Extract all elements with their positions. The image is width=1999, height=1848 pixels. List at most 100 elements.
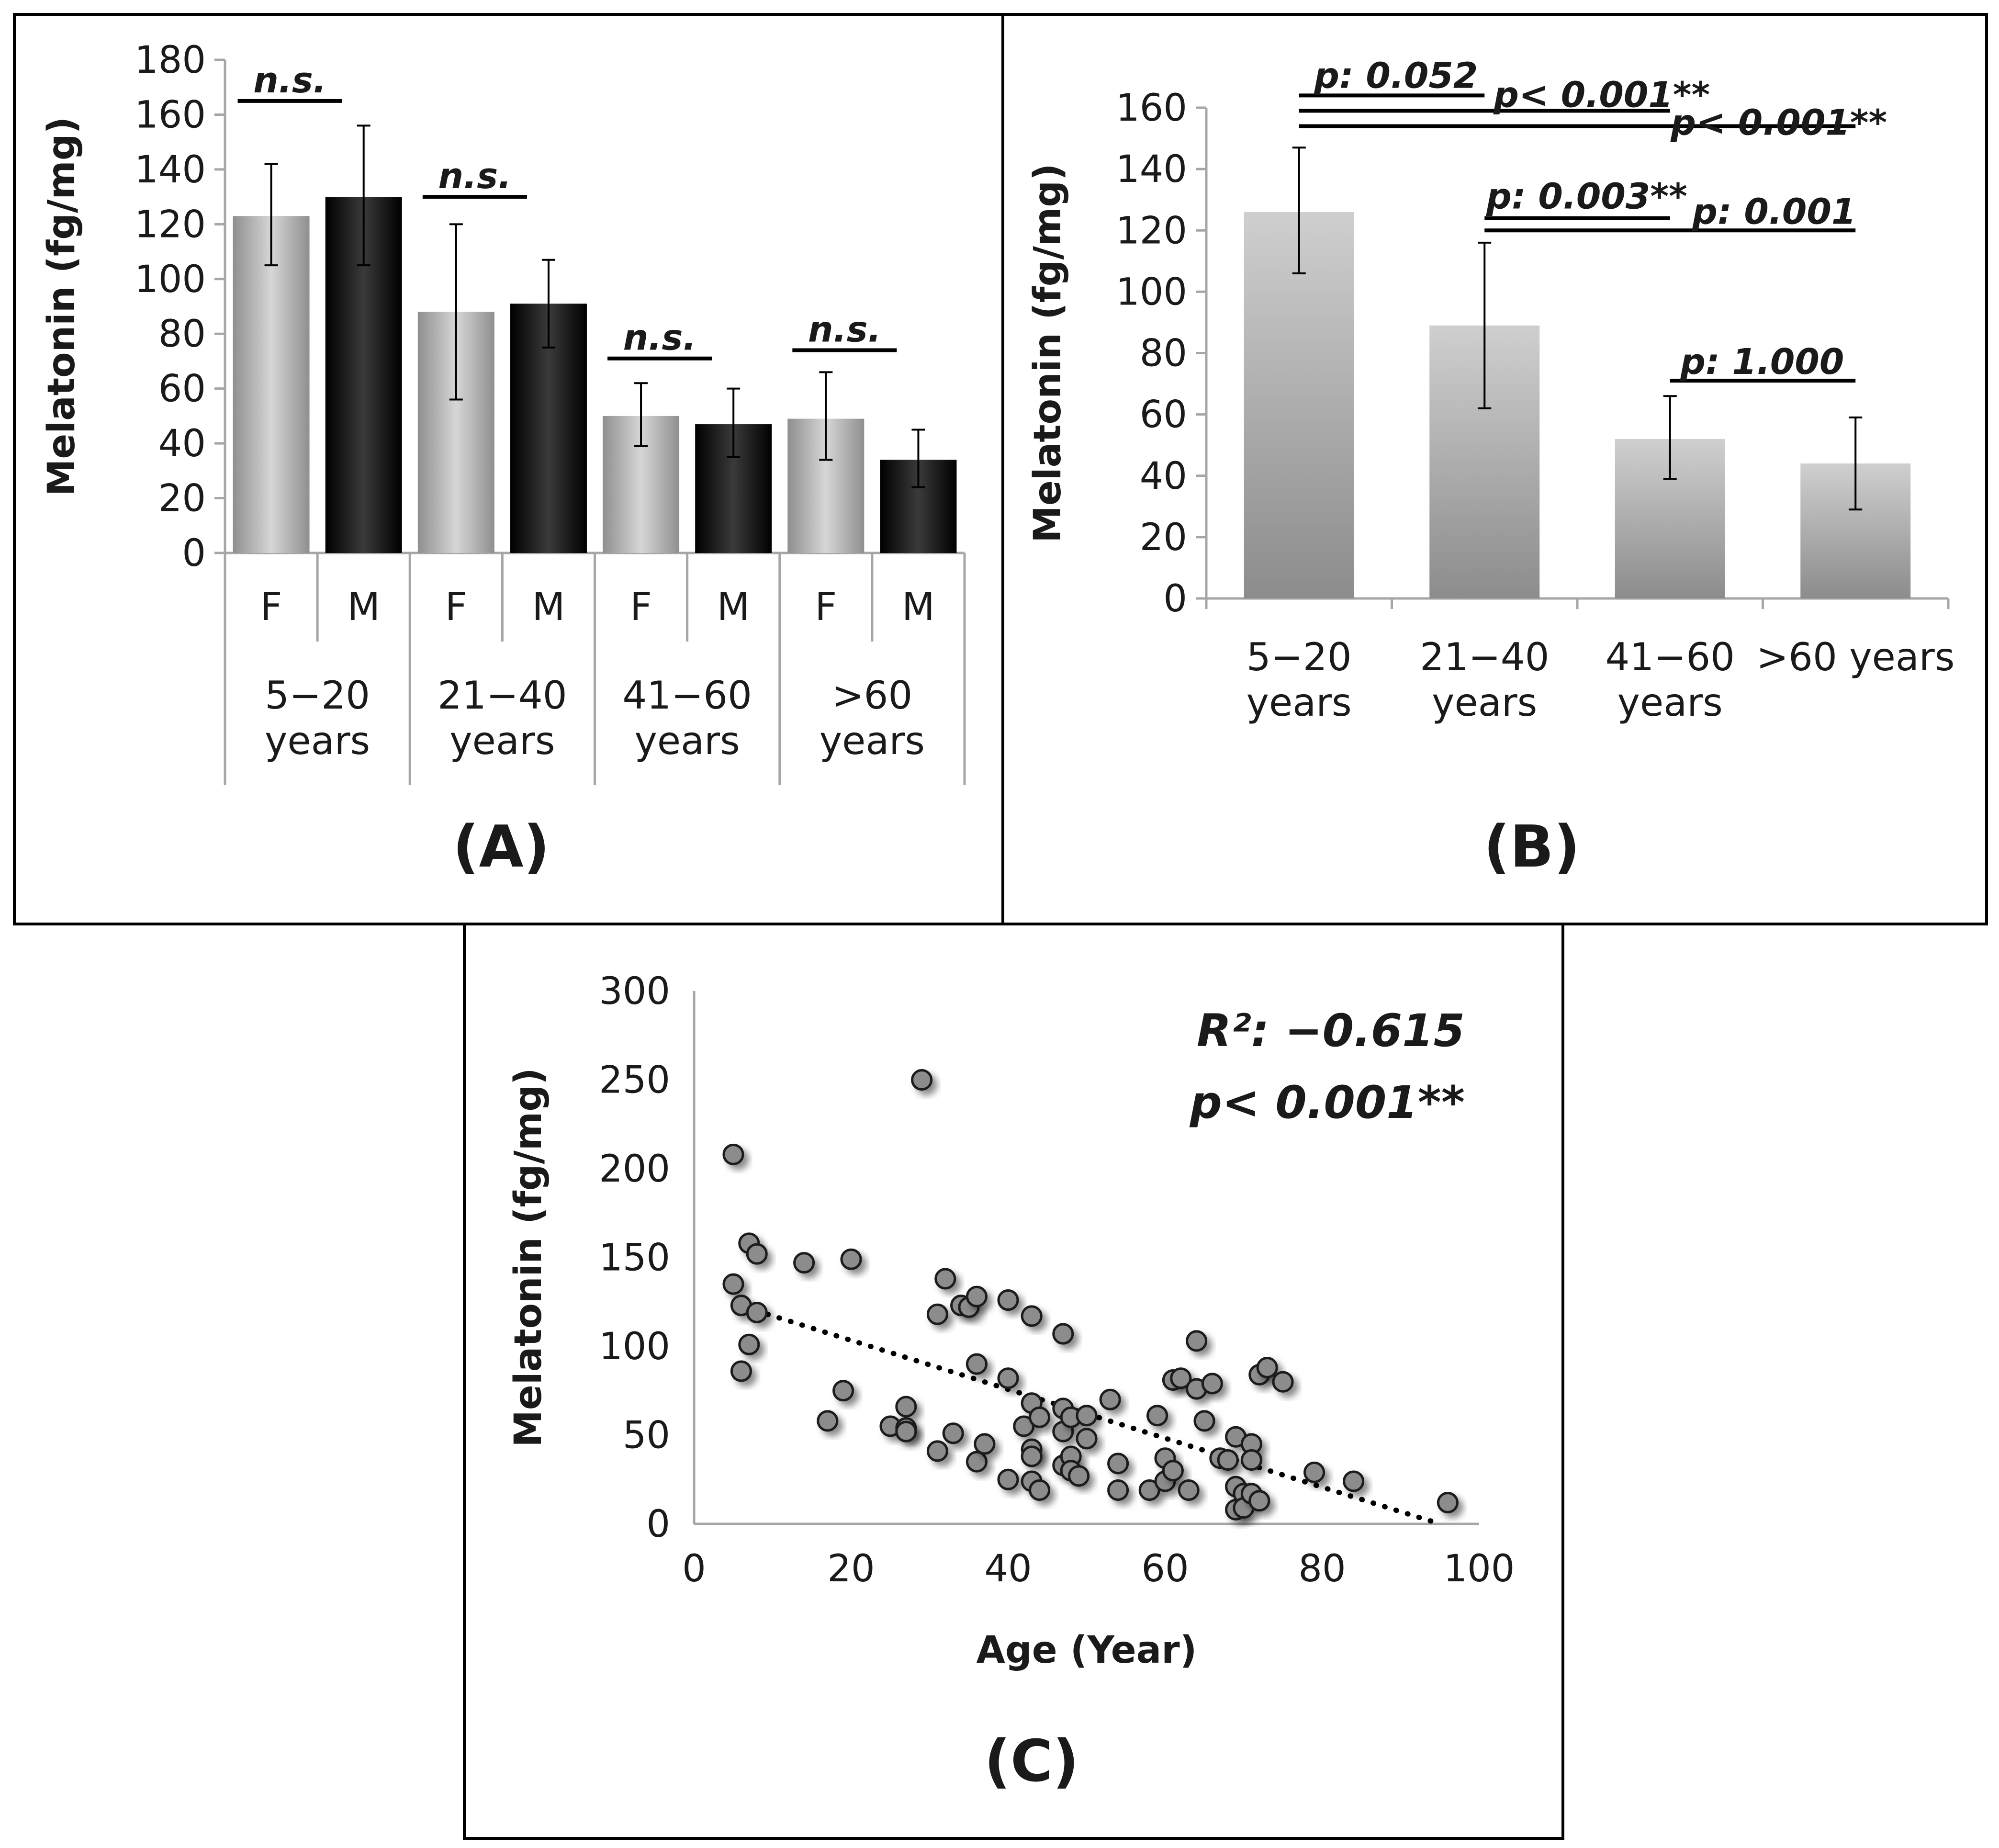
c-data-point <box>1248 1490 1270 1512</box>
b-comparison-label: p: 1.000 <box>1680 341 1844 383</box>
b-y-axis-label: Melatonin (fg/mg) <box>1026 163 1069 542</box>
b-bar <box>1244 212 1354 598</box>
c-data-point <box>1217 1449 1239 1471</box>
a-sex-label: M <box>717 585 750 629</box>
c-y-axis-label: Melatonin (fg/mg) <box>507 1068 550 1447</box>
c-y-tick-label: 300 <box>599 970 670 1013</box>
c-data-point <box>934 1268 956 1290</box>
a-group-label-line1: 21−40 <box>438 673 567 718</box>
c-data-point <box>1021 1445 1043 1467</box>
c-data-point <box>1343 1470 1365 1492</box>
c-data-point <box>966 1285 988 1307</box>
c-y-tick-label: 50 <box>623 1414 670 1457</box>
b-y-tick-label: 20 <box>1140 516 1187 559</box>
b-category-label-line1: 5−20 <box>1247 635 1352 679</box>
a-sex-label: M <box>902 585 935 629</box>
c-data-point <box>817 1410 839 1432</box>
c-data-point <box>840 1248 862 1270</box>
c-x-tick-label: 0 <box>682 1547 706 1590</box>
c-x-tick-label: 40 <box>984 1547 1032 1590</box>
c-data-point <box>722 1143 744 1165</box>
c-data-point <box>1107 1453 1129 1475</box>
c-data-point <box>746 1302 768 1324</box>
a-y-tick-label: 100 <box>135 258 206 301</box>
c-data-point <box>926 1440 948 1462</box>
b-category-label-line1: 41−60 <box>1605 635 1735 679</box>
b-y-tick-label: 60 <box>1140 394 1187 437</box>
c-data-point <box>966 1353 988 1375</box>
a-y-tick-label: 80 <box>158 313 206 356</box>
c-data-point <box>832 1380 854 1402</box>
c-data-point <box>1013 1415 1035 1437</box>
c-data-point <box>1201 1373 1223 1395</box>
a-sex-label: M <box>347 585 380 629</box>
c-data-point <box>1256 1357 1278 1379</box>
c-x-tick-label: 60 <box>1141 1547 1189 1590</box>
chart-a: 0 20 40 60 80 100 120 140 160 180 Melatonin (fg/mg… <box>40 39 966 785</box>
a-y-tick-label: 180 <box>135 39 206 82</box>
c-y-tick-label: 250 <box>599 1059 670 1102</box>
b-category-label-line2: years <box>1617 680 1723 725</box>
c-y-tick-label: 0 <box>646 1503 670 1546</box>
b-y-tick-label: 40 <box>1140 455 1187 498</box>
c-data-point <box>997 1367 1019 1389</box>
c-data-point <box>1029 1406 1051 1428</box>
c-data-point <box>1029 1479 1051 1501</box>
c-y-tick-label: 200 <box>599 1148 670 1191</box>
c-data-point <box>722 1273 744 1295</box>
c-data-point <box>1162 1460 1184 1482</box>
panel-c-frame <box>463 923 1564 1840</box>
b-comparison-label: p: 0.052 <box>1314 55 1478 96</box>
c-data-point <box>942 1422 964 1444</box>
b-category-label-line1: >60 years <box>1756 635 1954 679</box>
b-y-tick-label: 140 <box>1116 148 1187 191</box>
a-group-label-line1: 5−20 <box>265 673 370 718</box>
b-comparison-label: p: 0.001 <box>1692 191 1856 232</box>
c-data-point <box>1068 1465 1090 1487</box>
c-data-point <box>1303 1461 1325 1483</box>
chart-c: 0 50 100 150 200 250 300 0 20 40 60 80 100 Melatonin … <box>507 970 1515 1672</box>
c-data-point <box>1099 1388 1121 1410</box>
c-data-point <box>1021 1305 1043 1327</box>
a-ns-label: n.s. <box>438 156 511 197</box>
c-x-axis-label: Age (Year) <box>977 1629 1197 1672</box>
a-sex-label: M <box>532 585 565 629</box>
b-category-label-line2: years <box>1247 680 1352 725</box>
c-p-label: p< 0.001** <box>1190 1077 1465 1129</box>
c-data-point <box>1052 1323 1074 1345</box>
c-x-tick-label: 80 <box>1298 1547 1346 1590</box>
c-data-point <box>1146 1405 1168 1427</box>
b-y-tick-label: 100 <box>1116 270 1187 314</box>
c-data-point <box>730 1360 752 1382</box>
a-group-label-line2: years <box>265 719 370 763</box>
b-comparison-label: p< 0.001** <box>1493 74 1710 115</box>
a-y-tick-label: 0 <box>182 532 206 575</box>
c-data-point <box>1437 1491 1459 1513</box>
c-data-point <box>966 1451 988 1473</box>
c-data-point <box>895 1420 917 1442</box>
c-data-point <box>895 1396 917 1418</box>
c-data-point <box>1170 1367 1192 1389</box>
c-y-tick-label: 100 <box>599 1325 670 1368</box>
chart-b: 0 20 40 60 80 100 120 140 160 Melatonin (fg/mg) 5−… <box>1026 55 1954 725</box>
c-data-point <box>1138 1479 1160 1501</box>
a-group-label-line2: years <box>820 719 925 763</box>
b-category-label-line2: years <box>1432 680 1537 725</box>
c-data-point <box>1107 1479 1129 1501</box>
c-data-point <box>738 1333 760 1355</box>
a-group-label-line2: years <box>449 719 555 763</box>
a-sex-label: F <box>630 585 652 629</box>
panel-a-letter: (A) <box>453 814 550 880</box>
c-y-tick-label: 150 <box>599 1237 670 1280</box>
c-data-point <box>911 1069 933 1091</box>
c-data-point <box>997 1468 1019 1490</box>
b-y-tick-label: 0 <box>1163 577 1187 620</box>
a-sex-label: F <box>815 585 837 629</box>
a-sex-label: F <box>260 585 282 629</box>
a-group-label-line1: 41−60 <box>622 673 752 718</box>
a-y-tick-label: 20 <box>158 477 206 520</box>
a-sex-label: F <box>445 585 467 629</box>
a-ns-label: n.s. <box>253 60 326 101</box>
c-data-point <box>926 1303 948 1325</box>
c-data-point <box>974 1433 996 1455</box>
